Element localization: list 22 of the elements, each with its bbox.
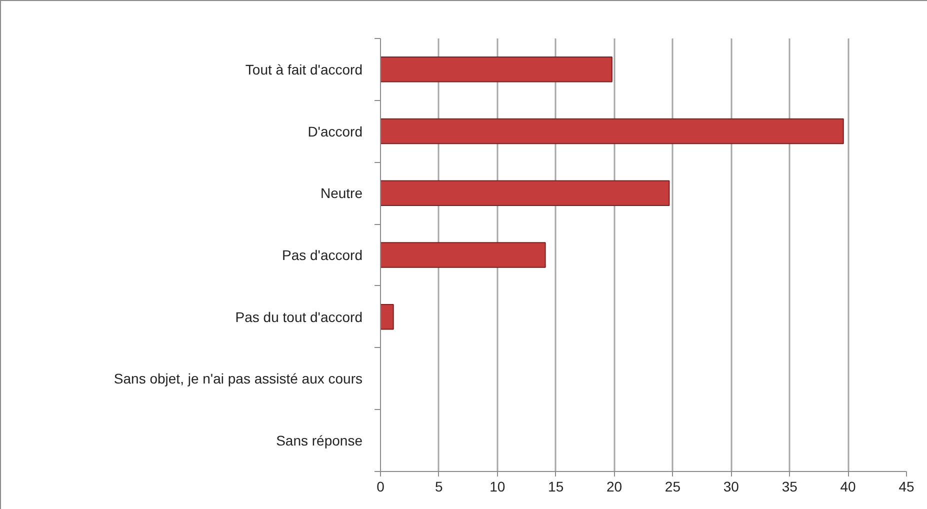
x-tick-label: 35: [782, 478, 798, 494]
x-tick-label: 15: [548, 478, 564, 494]
x-tick-label: 5: [435, 478, 444, 494]
x-tick-label: 30: [723, 478, 740, 494]
y-tick-label: D'accord: [308, 123, 363, 140]
y-tick-label: Tout à fait d'accord: [245, 61, 363, 78]
y-tick-label: Sans objet, je n'ai pas assisté aux cours: [114, 370, 363, 387]
x-tick-label: 20: [606, 478, 622, 494]
bar: [380, 118, 844, 144]
y-tick-label: Sans réponse: [276, 432, 363, 449]
x-tick-label: 40: [840, 478, 856, 494]
bar: [380, 56, 612, 82]
x-tick-label: 25: [664, 478, 681, 494]
bar: [380, 180, 670, 206]
y-tick-label: Pas d'accord: [282, 247, 363, 263]
bar: [380, 242, 546, 268]
bar: [380, 304, 394, 330]
y-tick-label: Pas du tout d'accord: [235, 308, 363, 325]
x-tick-label: 45: [898, 478, 914, 494]
y-tick-label: Neutre: [320, 185, 363, 202]
x-tick-label: 10: [490, 478, 506, 494]
x-tick-label: 0: [376, 478, 385, 494]
